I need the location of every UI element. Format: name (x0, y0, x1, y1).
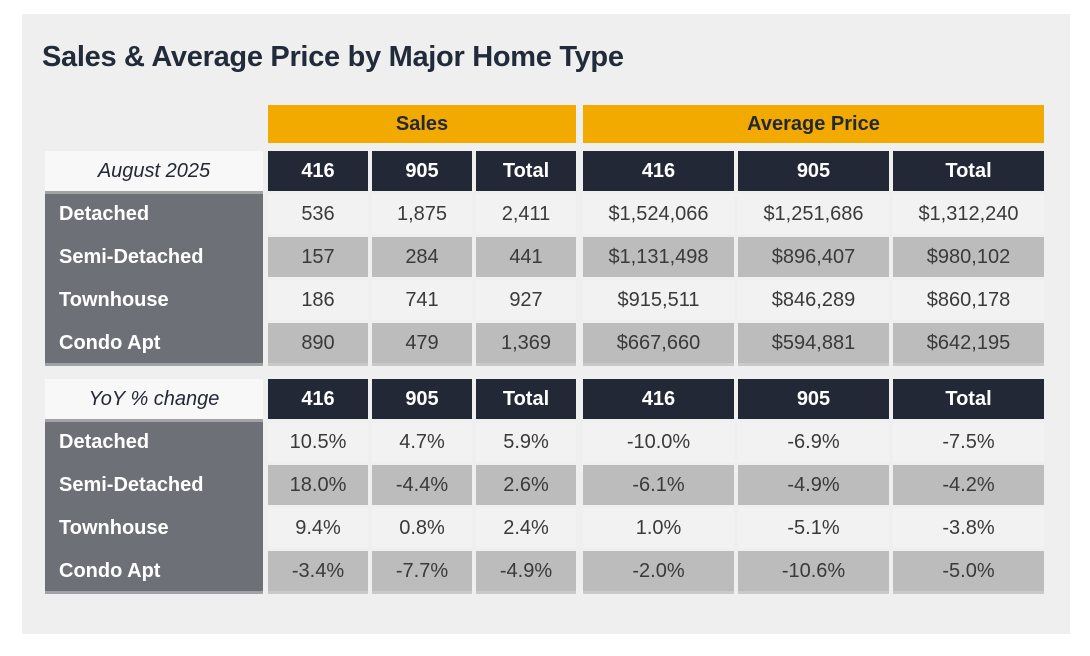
table-cell: 536 (268, 194, 368, 234)
table-cell: $1,251,686 (738, 194, 889, 234)
table-cell: 890 (268, 323, 368, 363)
table-cell: 1,875 (372, 194, 472, 234)
table-cell: $1,131,498 (583, 237, 734, 277)
table-cell: -4.2% (893, 465, 1044, 505)
col-header-sales-416: 416 (268, 379, 368, 419)
col-header-sales-416: 416 (268, 151, 368, 191)
table-cell: $667,660 (583, 323, 734, 363)
row-label-detached: Detached (59, 202, 150, 225)
table-cell: $642,195 (893, 323, 1044, 363)
row-label-block: Detached Semi-Detached Townhouse Condo A… (45, 422, 263, 591)
table-cell: 741 (372, 280, 472, 320)
table-cell: 4.7% (372, 422, 472, 462)
home-type-table: Sales Average Price August 2025 416 905 … (45, 105, 1044, 607)
row-label-condo-apt: Condo Apt (59, 331, 161, 354)
row-label-townhouse: Townhouse (59, 288, 169, 311)
col-header-sales-905: 905 (372, 151, 472, 191)
report-panel: Sales & Average Price by Major Home Type… (22, 14, 1070, 634)
group-header-average-price: Average Price (583, 105, 1044, 143)
row-label-condo-apt: Condo Apt (59, 559, 161, 582)
section-label-yoy-change: YoY % change (45, 379, 263, 419)
table-cell: -4.4% (372, 465, 472, 505)
table-cell: $915,511 (583, 280, 734, 320)
page-title: Sales & Average Price by Major Home Type (42, 41, 624, 73)
row-label-block: Detached Semi-Detached Townhouse Condo A… (45, 194, 263, 363)
col-header-avg-416: 416 (583, 151, 734, 191)
table-cell: -4.9% (476, 551, 576, 591)
table-cell: 2,411 (476, 194, 576, 234)
table-cell: 186 (268, 280, 368, 320)
table-cell: 2.6% (476, 465, 576, 505)
table-cell: -6.9% (738, 422, 889, 462)
row-label-townhouse: Townhouse (59, 516, 169, 539)
section-august-2025: August 2025 416 905 Total 416 905 Total … (45, 151, 1044, 363)
table-cell: 1,369 (476, 323, 576, 363)
col-header-sales-905: 905 (372, 379, 472, 419)
col-header-avg-416: 416 (583, 379, 734, 419)
row-label-semi-detached: Semi-Detached (59, 473, 204, 496)
table-cell: 1.0% (583, 508, 734, 548)
col-header-avg-905: 905 (738, 379, 889, 419)
col-header-sales-total: Total (476, 151, 576, 191)
table-cell: 0.8% (372, 508, 472, 548)
table-cell: -10.6% (738, 551, 889, 591)
table-cell: 927 (476, 280, 576, 320)
table-cell: -3.8% (893, 508, 1044, 548)
table-cell: $896,407 (738, 237, 889, 277)
row-label-detached: Detached (59, 430, 150, 453)
group-header-sales: Sales (268, 105, 576, 143)
table-cell: 2.4% (476, 508, 576, 548)
section-label-august-2025: August 2025 (45, 151, 263, 191)
table-cell: -7.7% (372, 551, 472, 591)
table-cell: -3.4% (268, 551, 368, 591)
table-cell: $1,312,240 (893, 194, 1044, 234)
row-label-semi-detached: Semi-Detached (59, 245, 204, 268)
table-cell: $594,881 (738, 323, 889, 363)
table-cell: -2.0% (583, 551, 734, 591)
col-header-avg-total: Total (893, 379, 1044, 419)
table-cell: $1,524,066 (583, 194, 734, 234)
table-cell: 441 (476, 237, 576, 277)
table-cell: 9.4% (268, 508, 368, 548)
table-cell: $860,178 (893, 280, 1044, 320)
table-cell: 157 (268, 237, 368, 277)
table-cell: -5.0% (893, 551, 1044, 591)
col-header-avg-905: 905 (738, 151, 889, 191)
table-cell: $980,102 (893, 237, 1044, 277)
table-cell: 10.5% (268, 422, 368, 462)
table-cell: $846,289 (738, 280, 889, 320)
section-yoy-change: YoY % change 416 905 Total 416 905 Total… (45, 379, 1044, 591)
table-cell: -7.5% (893, 422, 1044, 462)
col-header-avg-total: Total (893, 151, 1044, 191)
table-cell: 18.0% (268, 465, 368, 505)
table-cell: -5.1% (738, 508, 889, 548)
col-header-sales-total: Total (476, 379, 576, 419)
table-cell: 479 (372, 323, 472, 363)
table-cell: 284 (372, 237, 472, 277)
table-cell: -6.1% (583, 465, 734, 505)
table-cell: 5.9% (476, 422, 576, 462)
table-cell: -4.9% (738, 465, 889, 505)
table-cell: -10.0% (583, 422, 734, 462)
column-group-bands: Sales Average Price (45, 105, 1044, 143)
